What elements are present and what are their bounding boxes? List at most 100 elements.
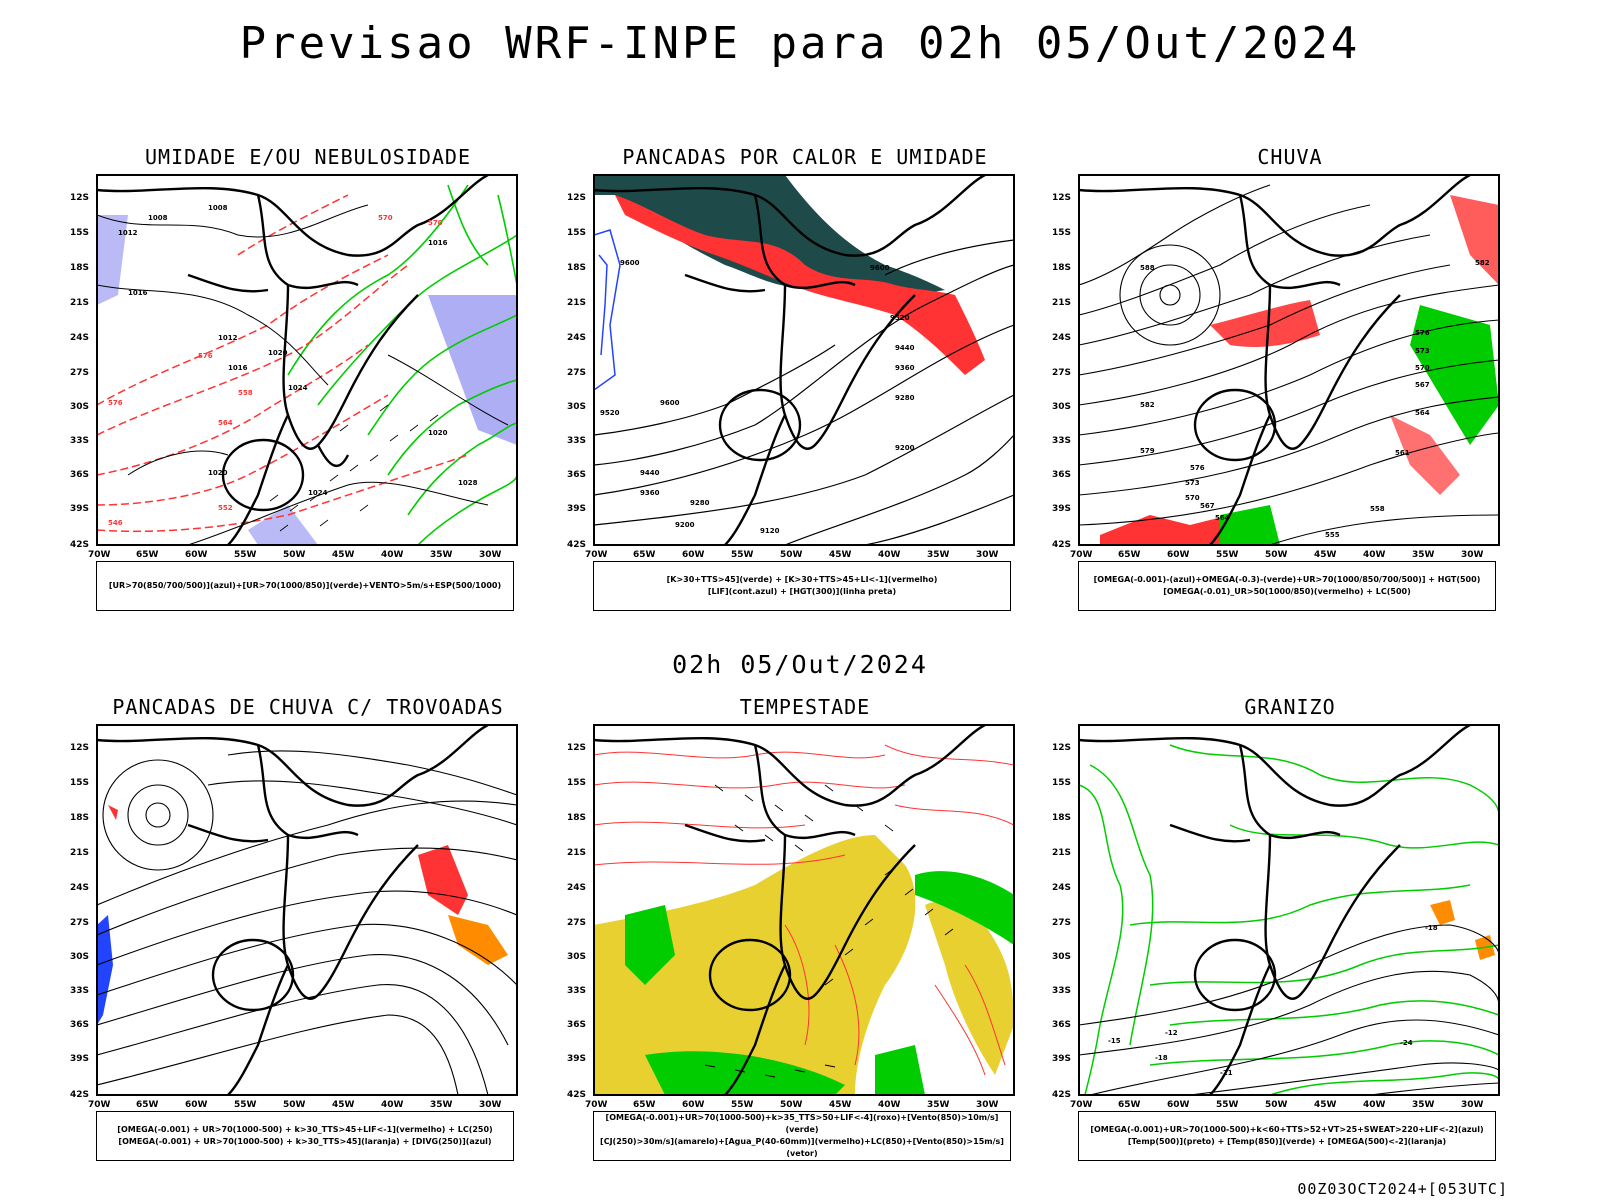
- lat-label: 27S: [567, 368, 586, 378]
- lon-label: 50W: [283, 1100, 306, 1110]
- contour-label: 1012: [218, 334, 238, 342]
- legend-line: [CJ(250)>30m/s](amarelo)+[Agua_P(40-60mm…: [600, 1137, 1004, 1158]
- red-dashed-contours: [97, 194, 469, 533]
- lon-label: 35W: [430, 550, 453, 560]
- contour-label: 546: [108, 519, 123, 527]
- lat-label: 30S: [567, 952, 586, 962]
- lat-label: 42S: [70, 1090, 89, 1100]
- lat-label: 36S: [1052, 470, 1071, 480]
- panel-pancadas-calor: PANCADAS POR CALOR E UMIDADE: [567, 145, 1025, 615]
- contour-label: 588: [1140, 264, 1155, 272]
- lat-label: 12S: [1052, 193, 1071, 203]
- lat-label: 42S: [567, 540, 586, 550]
- lif-contour-blue: [594, 229, 621, 391]
- lat-label: 30S: [1052, 952, 1071, 962]
- panel-tempestade: TEMPESTADE: [567, 695, 1025, 1165]
- lat-label: 33S: [1052, 436, 1071, 446]
- lon-label: 45W: [829, 550, 852, 560]
- lon-label: 35W: [1412, 1100, 1435, 1110]
- humidity-area-blue: [428, 295, 517, 445]
- legend-line: [OMEGA(-0.001)+UR>70(1000-500)+k<60+TTS>…: [1090, 1125, 1484, 1134]
- lon-label: 40W: [878, 1100, 901, 1110]
- contour-label: 9440: [640, 469, 660, 477]
- green-contours: [287, 184, 517, 545]
- orange-area: [448, 915, 508, 965]
- lat-label: 33S: [567, 986, 586, 996]
- temp500-contours: [1079, 924, 1499, 1095]
- lat-label: 30S: [1052, 402, 1071, 412]
- panel-title: UMIDADE E/OU NEBULOSIDADE: [144, 145, 472, 169]
- panel-trovoadas: PANCADAS DE CHUVA C/ TROVOADAS: [70, 695, 528, 1165]
- contour-label: 573: [1415, 347, 1430, 355]
- legend-line: [K>30+TTS>45](verde) + [K>30+TTS>45+LI<-…: [666, 575, 938, 584]
- lon-label: 70W: [1070, 550, 1093, 560]
- contour-label: 576: [108, 399, 123, 407]
- lat-label: 24S: [567, 333, 586, 343]
- lon-label: 35W: [430, 1100, 453, 1110]
- contour-label: 1024: [308, 489, 328, 497]
- contour-label: 1020: [208, 469, 228, 477]
- contour-label: 9280: [895, 394, 915, 402]
- legend-line: [UR>70(850/700/500)](azul)+[UR>70(1000/8…: [108, 581, 502, 590]
- lon-label: 45W: [332, 1100, 355, 1110]
- contour-label: 1016: [428, 239, 448, 247]
- lat-label: 21S: [70, 298, 89, 308]
- pressure-contours: [97, 204, 509, 545]
- contour-label: 564: [218, 419, 233, 427]
- contour-label: 9200: [895, 444, 915, 452]
- lat-label: 18S: [567, 813, 586, 823]
- lat-label: 30S: [70, 402, 89, 412]
- contour-label: -18: [1155, 1054, 1168, 1062]
- lat-label: 39S: [70, 504, 89, 514]
- lon-label: 40W: [1363, 550, 1386, 560]
- lat-label: 36S: [1052, 1020, 1071, 1030]
- green-wind-areas: [625, 871, 1014, 1095]
- lat-label: 21S: [1052, 848, 1071, 858]
- lon-label: 40W: [1363, 1100, 1386, 1110]
- lat-label: 24S: [567, 883, 586, 893]
- contour-label: 1016: [228, 364, 248, 372]
- contour-label: 9600: [620, 259, 640, 267]
- contour-label: 576: [1415, 329, 1430, 337]
- contour-label: 1012: [118, 229, 138, 237]
- legend-line: [OMEGA(-0.001)+UR>70(1000-500)+k>35_TTS>…: [605, 1113, 999, 1134]
- contour-label: 1008: [208, 204, 228, 212]
- legend-line: [OMEGA(-0.01)_UR>50(1000/850)(vermelho) …: [1163, 587, 1411, 596]
- lat-label: 24S: [70, 333, 89, 343]
- contour-label: 576: [1190, 464, 1205, 472]
- contour-label: 9200: [675, 521, 695, 529]
- lat-label: 27S: [567, 918, 586, 928]
- lat-label: 33S: [70, 986, 89, 996]
- contour-label: 567: [1200, 502, 1215, 510]
- lon-label: 70W: [585, 1100, 608, 1110]
- lon-label: 60W: [185, 1100, 208, 1110]
- lat-label: 15S: [567, 778, 586, 788]
- lon-label: 65W: [136, 1100, 159, 1110]
- lon-label: 35W: [927, 1100, 950, 1110]
- lon-label: 55W: [234, 550, 257, 560]
- lon-label: 60W: [1167, 550, 1190, 560]
- lon-label: 40W: [381, 550, 404, 560]
- contour-label: 582: [1140, 401, 1155, 409]
- lat-label: 27S: [70, 368, 89, 378]
- lon-label: 55W: [1216, 1100, 1239, 1110]
- lon-label: 65W: [1118, 1100, 1141, 1110]
- lon-label: 60W: [682, 1100, 705, 1110]
- contour-label: 9360: [895, 364, 915, 372]
- lon-label: 45W: [332, 550, 355, 560]
- lon-label: 60W: [682, 550, 705, 560]
- lon-label: 30W: [1461, 1100, 1484, 1110]
- contour-label: 1008: [148, 214, 168, 222]
- lon-label: 55W: [731, 1100, 754, 1110]
- contour-label: 1028: [458, 479, 478, 487]
- lat-label: 42S: [1052, 540, 1071, 550]
- lon-label: 55W: [731, 550, 754, 560]
- lat-label: 36S: [567, 470, 586, 480]
- country-borders: [97, 175, 489, 545]
- lon-label: 30W: [479, 1100, 502, 1110]
- legend-tempestade: [OMEGA(-0.001)+UR>70(1000-500)+k>35_TTS>…: [593, 1111, 1011, 1161]
- lon-label: 50W: [1265, 1100, 1288, 1110]
- map-trovoadas: 12S 15S 18S 21S 24S 27S 30S 33S 36S 39S …: [70, 724, 518, 1110]
- lat-label: 18S: [1052, 263, 1071, 273]
- contour-label: 579: [1140, 447, 1155, 455]
